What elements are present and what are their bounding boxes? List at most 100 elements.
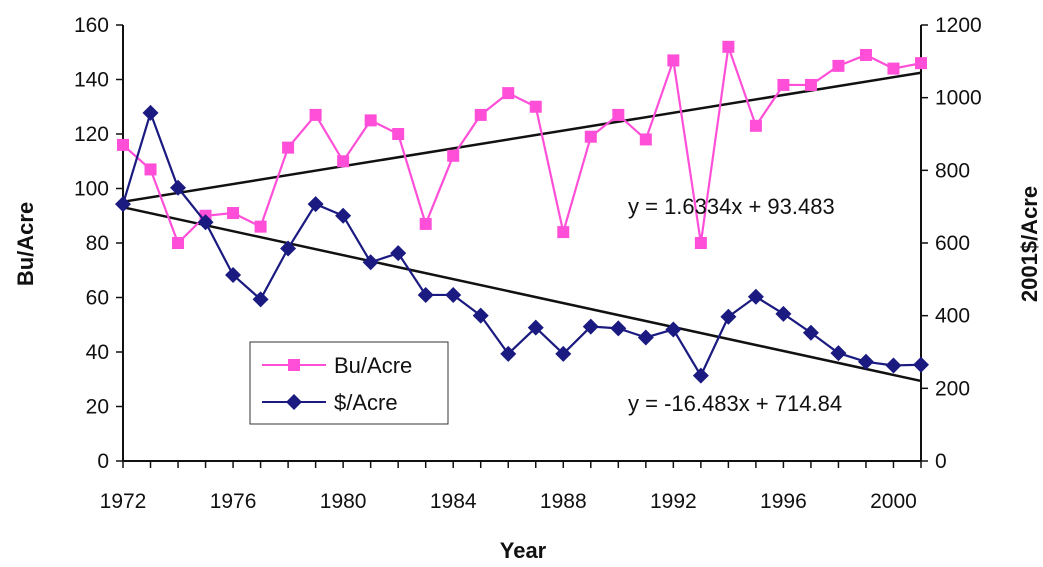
point-dollar-acre xyxy=(335,207,352,224)
y-left-tick-label: 60 xyxy=(86,287,109,310)
x-tick-label: 1984 xyxy=(430,490,477,513)
point-bu-acre xyxy=(722,40,735,53)
point-dollar-acre xyxy=(197,214,214,231)
legend-label-dollar-acre: $/Acre xyxy=(334,390,398,415)
point-dollar-acre xyxy=(417,286,434,303)
y-axis-title-left: Bu/Acre xyxy=(13,202,38,286)
point-dollar-acre xyxy=(115,196,131,213)
point-bu-acre xyxy=(337,155,350,168)
y-right-tick-label: 400 xyxy=(935,305,970,328)
point-dollar-acre xyxy=(445,286,462,303)
y-left-tick-label: 40 xyxy=(86,341,109,364)
legend-marker-dollar-acre xyxy=(286,394,302,410)
x-tick-label: 1996 xyxy=(760,490,807,513)
point-dollar-acre xyxy=(802,324,819,341)
x-tick-label: 1992 xyxy=(650,490,697,513)
trendline-equation-bu-acre: y = 1.6334x + 93.483 xyxy=(628,194,835,219)
point-dollar-acre xyxy=(472,307,489,324)
y-right-tick-label: 800 xyxy=(935,159,970,182)
point-bu-acre xyxy=(804,78,817,91)
point-bu-acre xyxy=(117,138,129,151)
axes: 1972 1976 1980 1984 1988 1992 1996 200002040608… xyxy=(74,14,982,513)
point-bu-acre xyxy=(392,128,405,140)
legend-box xyxy=(249,341,449,425)
point-bu-acre xyxy=(832,59,845,72)
point-bu-acre xyxy=(694,237,707,249)
point-dollar-acre xyxy=(280,240,297,257)
legend-label-bu-acre: Bu/Acre xyxy=(334,353,412,378)
point-bu-acre xyxy=(529,100,542,113)
y-left-tick-label: 160 xyxy=(74,14,109,37)
point-dollar-acre xyxy=(142,104,159,121)
point-dollar-acre xyxy=(665,321,682,338)
trendline-dollar-acre xyxy=(122,206,922,383)
point-dollar-acre xyxy=(500,345,517,362)
y-left-tick-label: 0 xyxy=(97,450,109,473)
point-bu-acre xyxy=(309,108,322,121)
point-bu-acre xyxy=(474,108,487,121)
point-dollar-acre xyxy=(555,345,572,362)
point-dollar-acre xyxy=(775,305,792,322)
y-left-tick-label: 20 xyxy=(86,396,109,419)
point-dollar-acre xyxy=(390,245,407,262)
point-bu-acre xyxy=(254,220,267,233)
x-tick-label: 2000 xyxy=(870,490,917,513)
point-bu-acre xyxy=(227,207,240,220)
trendline-bu-acre xyxy=(122,71,922,204)
y-left-tick-label: 100 xyxy=(74,178,109,201)
x-tick-label: 1980 xyxy=(320,490,367,513)
trendline-equation-dollar-acre: y = -16.483x + 714.84 xyxy=(628,391,842,416)
y-axis-title-right: 2001$/Acre xyxy=(1017,186,1042,302)
y-right-tick-label: 200 xyxy=(935,377,970,400)
point-dollar-acre xyxy=(225,266,242,283)
y-right-tick-label: 1200 xyxy=(935,14,982,37)
point-dollar-acre xyxy=(362,254,379,271)
y-left-tick-label: 140 xyxy=(74,69,109,92)
point-dollar-acre xyxy=(913,356,929,373)
point-bu-acre xyxy=(777,78,790,91)
x-axis-title: Year xyxy=(500,538,547,563)
point-bu-acre xyxy=(584,130,597,143)
point-bu-acre xyxy=(887,62,900,75)
point-bu-acre xyxy=(144,163,157,176)
x-tick-label: 1976 xyxy=(210,490,257,513)
point-dollar-acre xyxy=(527,319,544,336)
point-dollar-acre xyxy=(720,308,737,325)
point-bu-acre xyxy=(502,87,515,100)
series-layer xyxy=(115,40,929,384)
series-line-dollar-acre xyxy=(121,109,922,378)
point-dollar-acre xyxy=(170,179,187,196)
x-tick-label: 1972 xyxy=(100,490,147,513)
legend: Bu/Acre $/Acre xyxy=(249,341,449,425)
point-dollar-acre xyxy=(582,318,599,335)
point-dollar-acre xyxy=(747,288,764,305)
point-bu-acre xyxy=(447,149,460,162)
point-bu-acre xyxy=(172,237,185,249)
point-dollar-acre xyxy=(252,291,269,308)
point-bu-acre xyxy=(859,48,872,61)
point-bu-acre xyxy=(749,119,762,132)
y-left-tick-label: 80 xyxy=(86,232,109,255)
y-left-tick-label: 120 xyxy=(74,123,109,146)
x-tick-label: 1988 xyxy=(540,490,587,513)
point-bu-acre xyxy=(419,217,432,230)
y-right-tick-label: 1000 xyxy=(935,87,982,110)
point-bu-acre xyxy=(667,54,680,67)
point-bu-acre xyxy=(639,133,652,146)
point-dollar-acre xyxy=(637,329,654,346)
point-dollar-acre xyxy=(307,196,324,213)
legend-marker-bu-acre xyxy=(288,359,300,371)
point-dollar-acre xyxy=(610,320,627,337)
point-bu-acre xyxy=(915,57,927,70)
point-dollar-acre xyxy=(857,353,874,370)
point-dollar-acre xyxy=(692,367,709,384)
point-dollar-acre xyxy=(885,357,902,374)
y-right-tick-label: 0 xyxy=(935,450,947,473)
point-bu-acre xyxy=(364,114,377,127)
point-bu-acre xyxy=(282,141,295,154)
point-bu-acre xyxy=(557,226,570,239)
point-dollar-acre xyxy=(830,345,847,362)
point-bu-acre xyxy=(612,108,625,121)
y-right-tick-label: 600 xyxy=(935,232,970,255)
